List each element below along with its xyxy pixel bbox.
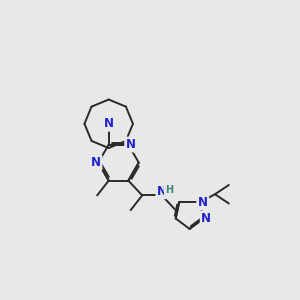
Text: N: N bbox=[91, 156, 101, 169]
Text: H: H bbox=[165, 185, 173, 195]
Text: N: N bbox=[201, 212, 211, 225]
Text: N: N bbox=[104, 117, 114, 130]
Text: N: N bbox=[126, 138, 136, 151]
Text: N: N bbox=[157, 185, 167, 198]
Text: N: N bbox=[198, 196, 208, 209]
